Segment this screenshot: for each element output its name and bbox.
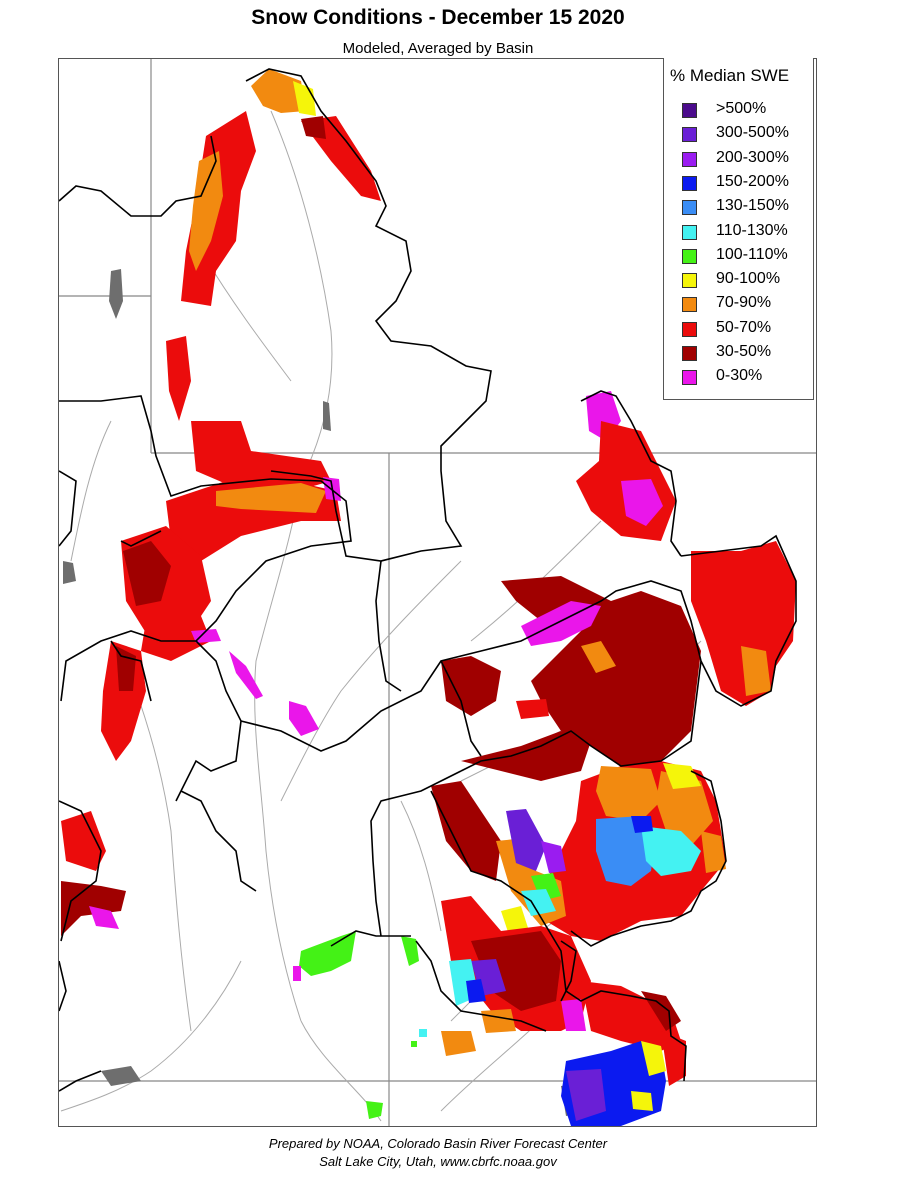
legend-swatch <box>682 224 697 240</box>
legend-swatch <box>682 151 697 167</box>
legend-label: 0-30% <box>716 367 763 385</box>
basin-outlines <box>59 68 797 1092</box>
credit-line-1: Prepared by NOAA, Colorado Basin River F… <box>268 1136 608 1151</box>
legend-title: % Median SWE <box>670 66 790 85</box>
legend-swatch <box>682 200 697 216</box>
legend-label: 200-300% <box>716 148 789 166</box>
legend-label: >500% <box>716 100 767 117</box>
legend-swatch <box>682 321 697 337</box>
legend: % Median SWE >500% 300-500% 200-300% 150-20… <box>663 58 814 400</box>
legend-label: 100-110% <box>716 245 788 263</box>
credit-line-2: Salt Lake City, Utah, www.cbrfc.noaa.gov <box>319 1154 557 1169</box>
legend-swatch <box>682 127 697 143</box>
legend-label: 50-70% <box>716 318 772 336</box>
legend-swatch <box>682 370 697 386</box>
legend-swatch <box>682 297 697 313</box>
legend-label: 90-100% <box>716 270 781 288</box>
map-subtitle: Modeled, Averaged by Basin <box>342 40 534 57</box>
legend-label: 70-90% <box>716 294 772 312</box>
swe-regions <box>61 69 796 1126</box>
legend-swatch <box>682 248 697 264</box>
legend-swatch <box>682 346 697 361</box>
legend-label: 150-200% <box>716 172 789 190</box>
basin-map <box>59 59 816 1126</box>
legend-label: 110-130% <box>716 221 788 239</box>
map-title: Snow Conditions - December 15 2020 <box>251 6 625 29</box>
legend-swatch <box>682 273 697 289</box>
legend-swatch <box>682 103 697 118</box>
legend-label: 300-500% <box>716 124 789 142</box>
legend-swatch <box>682 175 697 191</box>
legend-label: 30-50% <box>716 343 772 360</box>
legend-label: 130-150% <box>716 197 789 215</box>
